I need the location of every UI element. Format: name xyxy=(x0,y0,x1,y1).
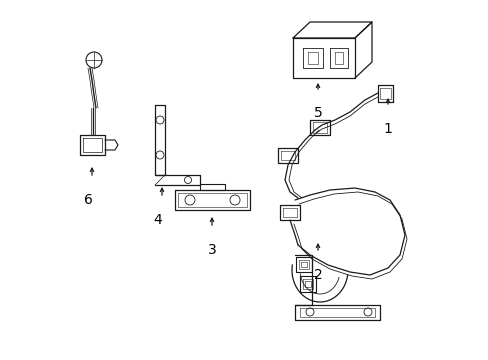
Text: 3: 3 xyxy=(207,243,216,257)
Text: 1: 1 xyxy=(383,122,392,136)
Text: 6: 6 xyxy=(83,193,92,207)
Text: 5: 5 xyxy=(313,106,322,120)
Text: 2: 2 xyxy=(313,268,322,282)
Text: 4: 4 xyxy=(153,213,162,227)
